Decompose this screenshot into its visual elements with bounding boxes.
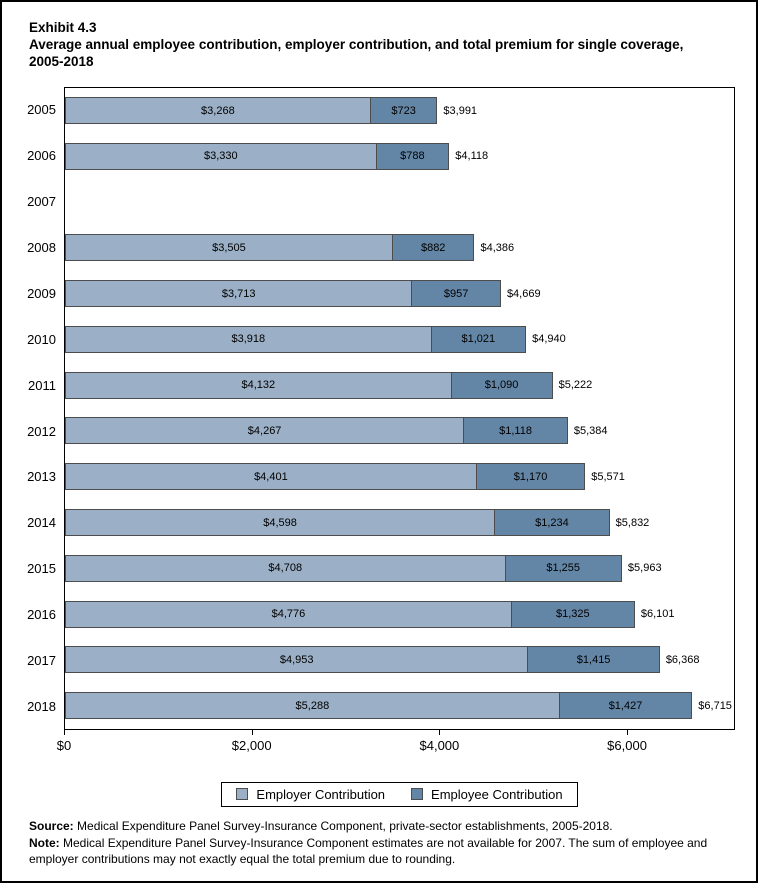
x-axis-tick-label: $6,000 — [607, 737, 647, 753]
bar-row: $4,132 $1,090 $5,222 — [65, 362, 734, 408]
source-label: Source: — [29, 818, 74, 833]
page-title: Average annual employee contribution, em… — [29, 36, 684, 69]
employer-contribution-segment: $3,268 — [65, 97, 371, 125]
footer-notes: Source: Medical Expenditure Panel Survey… — [29, 819, 729, 868]
bar-row: $3,505 $882 $4,386 — [65, 225, 734, 271]
legend-container: Employer Contribution Employee Contribut… — [64, 781, 735, 807]
bar-row: $3,268 $723 $3,991 — [65, 88, 734, 134]
total-premium-label: $3,991 — [443, 104, 478, 117]
employee-contribution-segment: $1,021 — [430, 325, 527, 353]
employee-contribution-segment: $1,255 — [504, 554, 622, 582]
legend-label: Employee Contribution — [431, 786, 563, 802]
year-label: 2013 — [27, 469, 56, 485]
year-label: 2014 — [27, 515, 56, 531]
total-premium-label: $4,386 — [480, 241, 515, 254]
x-axis-tick-label: $2,000 — [231, 737, 272, 753]
year-label: 2011 — [28, 377, 56, 393]
year-label: 2010 — [27, 331, 56, 347]
employee-contribution-segment: $788 — [375, 142, 450, 170]
total-premium-label: $4,940 — [532, 333, 566, 346]
total-premium-label: $5,384 — [573, 424, 608, 437]
employee-contribution-segment: $882 — [391, 234, 475, 262]
x-axis-tick-mark — [64, 729, 65, 735]
chart-header: Exhibit 4.3 Average annual employee cont… — [29, 20, 729, 71]
x-axis-tick-label: $0 — [56, 737, 72, 753]
exhibit-number: Exhibit 4.3 — [29, 20, 97, 35]
legend-label: Employer Contribution — [256, 786, 386, 802]
employee-contribution-segment: $1,090 — [450, 371, 553, 399]
year-label: 2018 — [27, 699, 56, 715]
methods-note: Note: Medical Expenditure Panel Survey-I… — [29, 836, 729, 867]
employee-contribution-segment: $1,170 — [475, 463, 586, 491]
x-axis: $0 $2,000 $4,000 $6,000 — [57, 729, 735, 760]
x-axis-tick-mark — [439, 729, 441, 735]
total-premium-label: $6,715 — [698, 699, 732, 712]
year-label: 2007 — [27, 193, 56, 209]
stacked-bar-chart: 2005 2006 2007 2008 2009 2010 2011 2012 2013 2014… — [2, 86, 756, 760]
employer-contribution-segment: $4,598 — [65, 509, 496, 537]
total-premium-label: $5,832 — [615, 516, 650, 529]
bar-row: $4,776 $1,325 $6,101 — [65, 591, 734, 637]
year-label: 2016 — [27, 607, 56, 623]
employee-contribution-segment: $723 — [369, 97, 438, 125]
year-label: 2009 — [27, 285, 56, 301]
source-note: Source: Medical Expenditure Panel Survey… — [29, 819, 729, 835]
legend-entry-employer: Employer Contribution — [236, 787, 385, 802]
total-premium-label: $5,963 — [627, 562, 662, 575]
employee-contribution-segment: $1,325 — [510, 600, 635, 628]
employer-contribution-segment: $3,918 — [65, 325, 432, 353]
note-text: Medical Expenditure Panel Survey-Insuran… — [29, 836, 708, 866]
total-premium-label: $5,222 — [558, 379, 593, 392]
bar-row — [65, 179, 734, 225]
total-premium-label: $6,101 — [640, 608, 675, 621]
total-premium-label: $5,571 — [591, 470, 625, 483]
year-label: 2015 — [27, 561, 56, 577]
employer-contribution-segment: $3,713 — [65, 280, 413, 308]
y-axis-labels: 2005 2006 2007 2008 2009 2010 2011 2012 2013 2014… — [2, 87, 64, 730]
employer-contribution-segment: $5,288 — [65, 692, 560, 720]
employer-contribution-segment: $4,953 — [65, 646, 529, 674]
total-premium-label: $4,669 — [506, 287, 541, 300]
year-label: 2006 — [27, 148, 56, 163]
year-label: 2008 — [27, 239, 56, 255]
bar-row: $3,330 $788 $4,118 — [65, 133, 734, 179]
employee-contribution-segment: $1,234 — [494, 509, 610, 537]
x-axis-tick-mark — [251, 729, 253, 735]
total-premium-label: $6,368 — [665, 653, 700, 666]
employer-swatch-icon — [236, 788, 249, 801]
source-text: Medical Expenditure Panel Survey-Insuran… — [73, 818, 613, 833]
employer-contribution-segment: $4,708 — [65, 554, 506, 582]
bar-row: $3,918 $1,021 $4,940 — [65, 317, 734, 363]
employer-contribution-segment: $4,132 — [65, 371, 452, 399]
employer-contribution-segment: $4,776 — [65, 600, 512, 628]
plot-area: $3,268 $723 $3,991 $3,330 $788 $4,118 $3,505 $8… — [64, 86, 735, 730]
bar-row: $5,288 $1,427 $6,715 — [65, 683, 734, 729]
year-label: 2017 — [27, 653, 56, 669]
employee-contribution-segment: $957 — [411, 280, 501, 308]
year-label: 2012 — [27, 423, 56, 439]
employee-contribution-segment: $1,427 — [558, 692, 693, 720]
x-axis-tick-label: $4,000 — [419, 737, 460, 753]
legend-entry-employee: Employee Contribution — [411, 787, 563, 802]
bar-row: $4,953 $1,415 $6,368 — [65, 637, 734, 683]
employee-contribution-segment: $1,118 — [463, 417, 568, 445]
total-premium-label: $4,118 — [455, 150, 489, 163]
bar-row: $4,708 $1,255 $5,963 — [65, 545, 734, 591]
employer-contribution-segment: $3,330 — [65, 142, 377, 170]
x-axis-tick-mark — [627, 729, 629, 735]
note-label: Note: — [29, 836, 60, 851]
bar-row: $4,598 $1,234 $5,832 — [65, 500, 734, 546]
employer-contribution-segment: $3,505 — [65, 234, 393, 262]
employee-contribution-segment: $1,415 — [527, 646, 660, 674]
legend: Employer Contribution Employee Contribut… — [221, 781, 578, 807]
year-label: 2005 — [27, 102, 56, 118]
bar-row: $4,267 $1,118 $5,384 — [65, 408, 734, 454]
employer-contribution-segment: $4,401 — [65, 463, 477, 491]
bar-row: $4,401 $1,170 $5,571 — [65, 454, 734, 500]
employer-contribution-segment: $4,267 — [65, 417, 465, 445]
employee-swatch-icon — [411, 788, 424, 801]
bar-row: $3,713 $957 $4,669 — [65, 271, 734, 317]
chart-area: 2005 2006 2007 2008 2009 2010 2011 2012 2013 2014… — [2, 86, 735, 730]
